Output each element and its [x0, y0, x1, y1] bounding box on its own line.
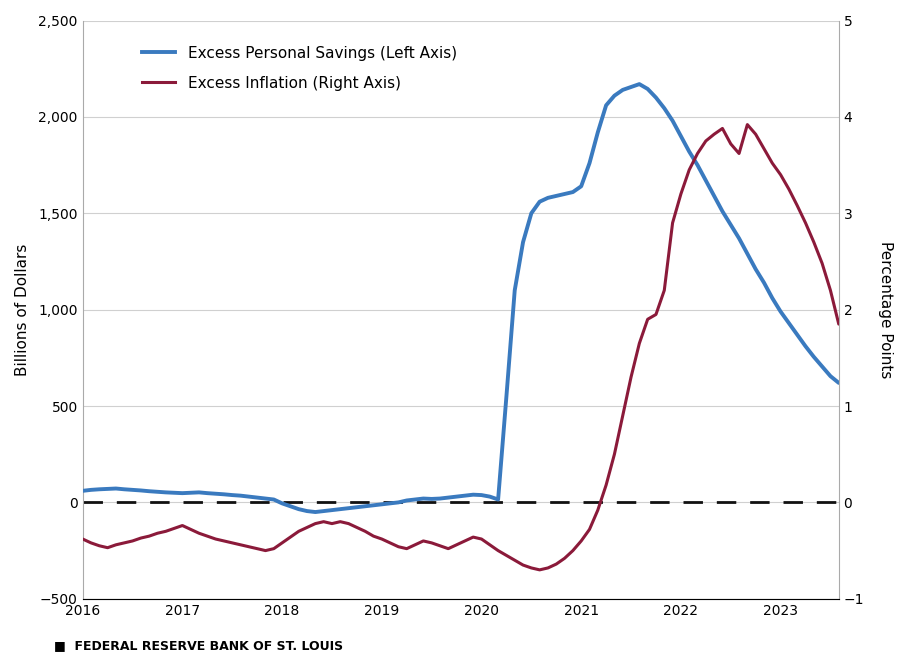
Y-axis label: Billions of Dollars: Billions of Dollars	[15, 243, 30, 376]
Legend: Excess Personal Savings (Left Axis), Excess Inflation (Right Axis): Excess Personal Savings (Left Axis), Exc…	[135, 40, 463, 98]
Y-axis label: Percentage Points: Percentage Points	[878, 241, 893, 378]
Text: ■  FEDERAL RESERVE BANK OF ST. LOUIS: ■ FEDERAL RESERVE BANK OF ST. LOUIS	[54, 639, 343, 652]
